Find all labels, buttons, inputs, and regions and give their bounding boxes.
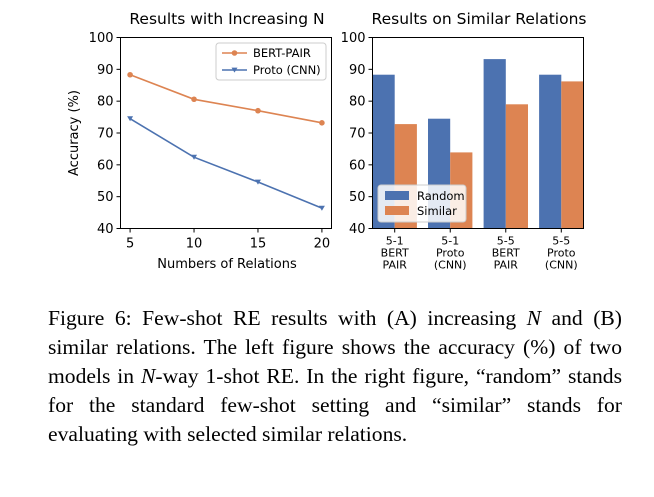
left-x-tick-label: 15 — [250, 237, 267, 252]
left-chart-title: Results with Increasing N — [129, 10, 324, 28]
bar-random — [483, 59, 506, 229]
left-y-tick-label: 60 — [97, 158, 114, 173]
left-y-axis-label: Accuracy (%) — [67, 90, 82, 176]
right-x-tick-label: 5-1 — [386, 235, 404, 248]
right-legend: Random Similar — [377, 184, 467, 223]
point-bert-pair — [191, 96, 197, 103]
figure-caption: Figure 6: Few-shot RE results with (A) i… — [48, 304, 622, 449]
legend-marker-proto-cnn — [231, 67, 238, 73]
right-x-tick-label: 5-1 — [441, 235, 459, 248]
bar-similar — [561, 81, 584, 229]
legend-label-similar: Similar — [417, 204, 457, 218]
right-x-tick-label: (CNN) — [545, 259, 578, 272]
caption-n-2: N — [140, 364, 156, 388]
point-proto-cnn — [127, 116, 134, 122]
caption-n-1: N — [526, 306, 542, 330]
left-x-tick-label: 5 — [126, 237, 134, 252]
right-y-tick-label: 80 — [349, 95, 366, 110]
figure: Results with Increasing N Accuracy (%) N… — [67, 10, 587, 272]
right-y-tick-label: 70 — [349, 127, 366, 142]
right-bar-chart: Results on Similar Relations 40 50 60 70 80 9… — [341, 10, 587, 272]
right-x-tick-label: Proto — [436, 247, 465, 260]
bar-similar — [505, 104, 528, 229]
caption-text-2: and (B) similar relations. The left figu… — [48, 306, 622, 388]
left-y-tick-label: 50 — [97, 190, 114, 205]
point-bert-pair — [255, 107, 261, 114]
left-x-tick-label: 20 — [314, 237, 331, 252]
right-y-tick-label: 100 — [341, 31, 366, 46]
right-plot-frame — [372, 37, 584, 229]
left-y-tick-label: 100 — [89, 31, 114, 46]
left-y-tick-label: 40 — [97, 222, 114, 237]
point-bert-pair — [127, 71, 133, 78]
bar-random — [539, 74, 562, 229]
series-line-bert-pair — [129, 73, 323, 124]
legend-label-proto-cnn: Proto (CNN) — [253, 63, 321, 77]
right-x-tick-label: PAIR — [494, 259, 519, 272]
series-line-proto-cnn — [129, 118, 323, 209]
left-y-tick-label: 80 — [97, 95, 114, 110]
right-y-tick-label: 50 — [349, 190, 366, 205]
right-y-tick-label: 40 — [349, 222, 366, 237]
right-chart-title: Results on Similar Relations — [372, 10, 587, 28]
left-line-chart: Results with Increasing N Accuracy (%) N… — [67, 10, 332, 272]
left-x-tick-label: 10 — [186, 237, 203, 252]
right-x-tick-label: BERT — [381, 247, 409, 260]
point-proto-cnn — [318, 205, 325, 211]
point-proto-cnn — [254, 179, 261, 185]
caption-label: Figure 6: — [48, 306, 143, 330]
left-y-tick-label: 90 — [97, 63, 114, 78]
right-x-tick-label: 5-5 — [552, 235, 570, 248]
left-legend: BERT-PAIR Proto (CNN) — [215, 42, 327, 81]
legend-swatch-random — [385, 191, 409, 200]
right-y-tick-label: 60 — [349, 158, 366, 173]
point-proto-cnn — [191, 154, 198, 160]
right-y-tick-label: 90 — [349, 63, 366, 78]
legend-swatch-similar — [385, 206, 409, 215]
right-x-tick-label: (CNN) — [434, 259, 467, 272]
left-plot-frame — [120, 37, 332, 229]
left-y-tick-label: 70 — [97, 127, 114, 142]
right-x-tick-label: BERT — [492, 247, 520, 260]
legend-marker-bert-pair — [231, 50, 238, 56]
legend-label-random: Random — [417, 189, 465, 203]
caption-text-3: -way 1-shot RE. In the right figure, “ra… — [48, 364, 622, 446]
point-bert-pair — [319, 120, 325, 126]
right-x-tick-label: Proto — [547, 247, 576, 260]
caption-text-1: Few-shot RE results with (A) increasing — [142, 306, 527, 330]
right-x-tick-label: 5-5 — [497, 235, 515, 248]
left-x-axis-label: Numbers of Relations — [157, 257, 297, 272]
legend-label-bert-pair: BERT-PAIR — [253, 46, 311, 60]
right-x-tick-label: PAIR — [383, 259, 408, 272]
